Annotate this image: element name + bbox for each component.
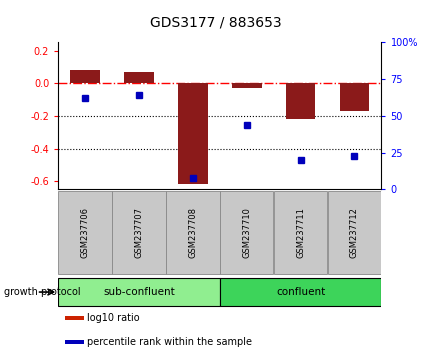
Text: percentile rank within the sample: percentile rank within the sample: [87, 337, 252, 347]
Bar: [166, 191, 219, 274]
Bar: [327, 191, 380, 274]
Bar: [273, 191, 326, 274]
Bar: [112, 191, 165, 274]
Text: GSM237710: GSM237710: [242, 207, 251, 258]
Bar: [124, 72, 154, 83]
Text: log10 ratio: log10 ratio: [87, 313, 140, 323]
Bar: [58, 191, 111, 274]
Bar: [339, 83, 369, 111]
Bar: [178, 83, 207, 184]
Bar: [64, 316, 84, 320]
Bar: [285, 83, 315, 119]
Text: GSM237707: GSM237707: [134, 207, 143, 258]
Text: GSM237706: GSM237706: [80, 207, 89, 258]
Bar: [231, 83, 261, 88]
Text: GSM237711: GSM237711: [295, 207, 304, 258]
Text: GDS3177 / 883653: GDS3177 / 883653: [149, 16, 281, 30]
Text: GSM237712: GSM237712: [349, 207, 358, 258]
Bar: [220, 191, 273, 274]
Text: GSM237708: GSM237708: [188, 207, 197, 258]
Bar: [219, 278, 381, 307]
Text: growth protocol: growth protocol: [4, 287, 81, 297]
Bar: [70, 70, 100, 83]
Text: confluent: confluent: [275, 287, 325, 297]
Bar: [64, 340, 84, 344]
Bar: [58, 278, 219, 307]
Text: sub-confluent: sub-confluent: [103, 287, 175, 297]
